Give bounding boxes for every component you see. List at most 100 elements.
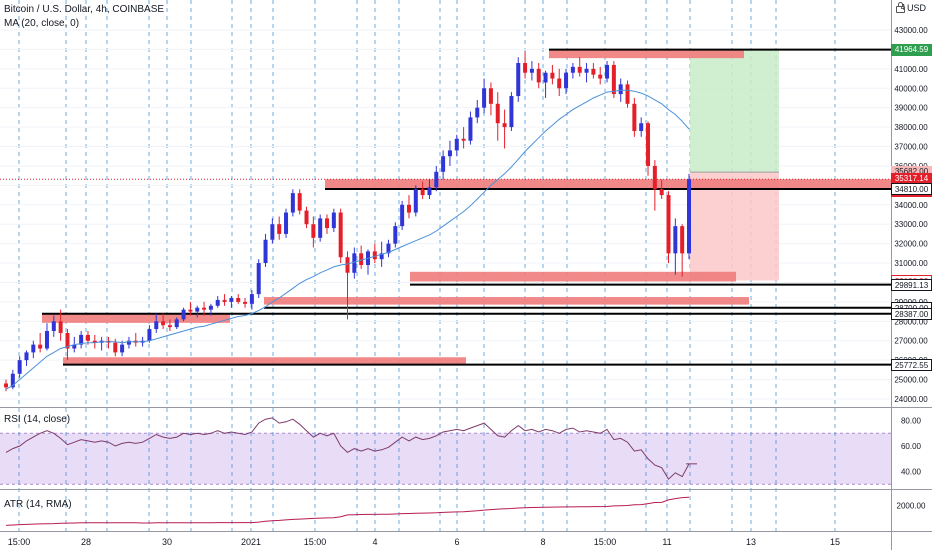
rsi-indicator-label[interactable]: RSI (14, close) [4, 414, 71, 425]
candle-body [92, 340, 97, 343]
time-tick-label: 15:00 [304, 537, 327, 547]
time-tick-label: 15:00 [8, 537, 31, 547]
time-tick-label: 13 [746, 537, 756, 547]
candle-body [147, 329, 152, 341]
candle-body [297, 193, 302, 211]
candle-body [195, 307, 200, 312]
candle-body [44, 331, 49, 349]
candle-body [284, 212, 289, 234]
rsi-band [0, 433, 891, 485]
time-tick-label: 4 [372, 537, 377, 547]
candle-body [509, 96, 514, 128]
ma-indicator-label[interactable]: MA (20, close, 0) [4, 18, 80, 29]
price-axis-label: 29891.13 [891, 278, 932, 291]
candle-body [680, 226, 685, 254]
candle-body [570, 66, 575, 73]
price-zone [410, 271, 736, 282]
candle-body [58, 321, 63, 333]
price-axis-label: 41964.59 [891, 44, 932, 57]
candle-body [488, 88, 493, 104]
lock-icon[interactable] [895, 2, 905, 13]
candle-body [434, 171, 439, 188]
candle-body [31, 344, 36, 353]
candle-body [304, 210, 309, 225]
candle-body [495, 103, 500, 124]
candle-body [318, 218, 323, 238]
price-zone [549, 49, 744, 59]
time-tick-label: 30 [162, 537, 172, 547]
candle-body [229, 298, 234, 302]
price-tick-label: 34000.00 [894, 201, 928, 210]
price-tick-label: 27000.00 [894, 337, 928, 346]
candle-body [215, 299, 220, 306]
candle-body [65, 332, 70, 349]
candle-body [174, 319, 179, 328]
chart-title: Bitcoin / U.S. Dollar, 4h, COINBASE [4, 4, 165, 15]
candle-body [10, 373, 15, 388]
candle-body [646, 123, 651, 166]
candle-body [447, 150, 452, 157]
time-tick-label: 11 [662, 537, 671, 547]
candle-body [338, 212, 343, 258]
price-axis-label: 28387.00 [891, 307, 932, 320]
rsi-line [5, 417, 690, 480]
price-axis-label: 34810.00 [891, 183, 932, 196]
time-tick-label: 15:00 [594, 537, 617, 547]
candle-body [632, 103, 637, 131]
candle-body [4, 383, 8, 388]
price-tick-label: 33000.00 [894, 220, 928, 229]
candle-body [625, 84, 630, 104]
price-tick-label: 41000.00 [894, 65, 928, 74]
time-tick-label: 15 [830, 537, 840, 547]
candle-body [277, 224, 282, 234]
candle-body [72, 344, 77, 349]
time-tick-label: 6 [454, 537, 459, 547]
candle-body [591, 68, 596, 75]
candle-body [161, 321, 166, 326]
candle-body [120, 344, 125, 353]
candle-body [639, 123, 644, 131]
atr-tick-label: 2000.00 [897, 501, 926, 510]
position-target-zone [690, 50, 779, 173]
candle-body [618, 84, 623, 95]
candle-body [17, 360, 22, 374]
price-zone [42, 313, 230, 323]
candle-body [673, 226, 678, 254]
candle-body [154, 321, 159, 330]
candle-body [598, 74, 603, 79]
candle-body [325, 218, 330, 229]
price-tick-label: 37000.00 [894, 143, 928, 152]
candle-body [536, 68, 541, 83]
candle-body [24, 352, 29, 361]
price-tick-label: 43000.00 [894, 26, 928, 35]
candle-body [577, 66, 582, 73]
time-tick-label: 8 [540, 537, 545, 547]
rsi-tick-label: 80.00 [901, 417, 922, 426]
candle-body [386, 243, 391, 254]
atr-indicator-label[interactable]: ATR (14, RMA) [4, 499, 72, 510]
rsi-tick-label: 60.00 [901, 442, 922, 451]
currency-selector[interactable]: USD [895, 2, 926, 13]
candle-body [482, 88, 487, 108]
candle-body [126, 340, 131, 345]
candle-body [208, 305, 213, 310]
candle-body [687, 179, 691, 254]
candle-body [550, 72, 555, 79]
candle-body [557, 78, 562, 89]
candle-body [256, 263, 261, 295]
position-stop-zone [690, 172, 779, 281]
candle-body [222, 299, 227, 302]
candle-body [584, 68, 589, 73]
candle-body [113, 342, 118, 353]
price-tick-label: 38000.00 [894, 123, 928, 132]
price-tick-label: 4 [901, 3, 906, 12]
candle-body [359, 253, 364, 265]
candle-body [51, 321, 56, 332]
candle-body [461, 138, 466, 141]
price-tick-label: 24000.00 [894, 395, 928, 404]
candle-body [352, 253, 357, 273]
candle-body [523, 63, 528, 73]
price-tick-label: 25000.00 [894, 376, 928, 385]
price-tick-label: 28000.00 [894, 317, 928, 326]
